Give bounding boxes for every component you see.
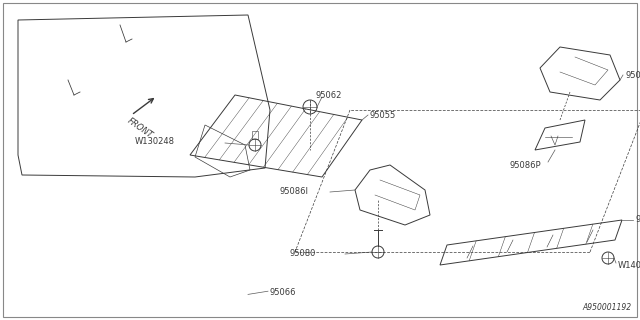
- Text: 95086P: 95086P: [510, 161, 541, 170]
- Text: W140044: W140044: [618, 261, 640, 270]
- Text: 95062: 95062: [315, 91, 341, 100]
- Text: 95066: 95066: [270, 288, 296, 297]
- Text: 95086H: 95086H: [625, 70, 640, 79]
- Text: 95086J: 95086J: [635, 215, 640, 225]
- Text: W130248: W130248: [135, 138, 175, 147]
- Text: FRONT: FRONT: [125, 116, 154, 140]
- Text: 95086I: 95086I: [280, 188, 309, 196]
- Text: 95055: 95055: [370, 110, 396, 119]
- Text: 95080: 95080: [290, 250, 316, 259]
- Text: A950001192: A950001192: [583, 303, 632, 312]
